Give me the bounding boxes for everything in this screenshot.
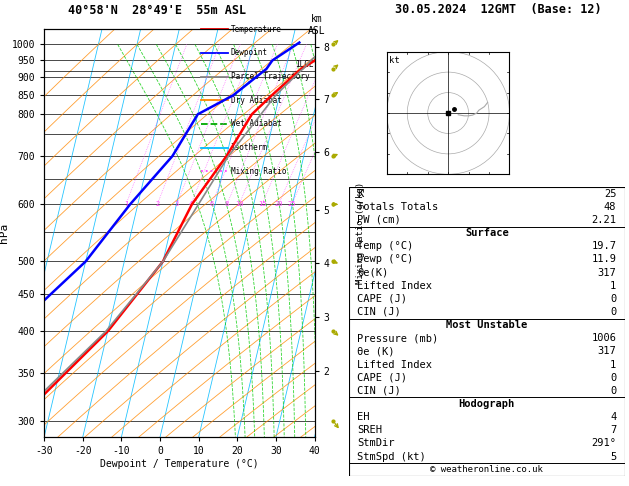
Text: 1: 1: [610, 360, 616, 369]
Text: © weatheronline.co.uk: © weatheronline.co.uk: [430, 465, 543, 474]
Text: PW (cm): PW (cm): [357, 215, 401, 225]
Text: 317: 317: [598, 347, 616, 356]
Text: 4: 4: [189, 201, 193, 207]
Text: Isotherm: Isotherm: [231, 143, 268, 152]
Text: 48: 48: [604, 202, 616, 212]
X-axis label: Dewpoint / Temperature (°C): Dewpoint / Temperature (°C): [100, 459, 259, 469]
Text: CIN (J): CIN (J): [357, 386, 401, 396]
Text: 0: 0: [610, 386, 616, 396]
Y-axis label: hPa: hPa: [0, 223, 9, 243]
Text: Pressure (mb): Pressure (mb): [357, 333, 438, 343]
Text: 19.7: 19.7: [591, 241, 616, 251]
Text: Hodograph: Hodograph: [459, 399, 515, 409]
Text: 40°58'N  28°49'E  55m ASL: 40°58'N 28°49'E 55m ASL: [68, 4, 247, 17]
Text: CIN (J): CIN (J): [357, 307, 401, 317]
Text: CAPE (J): CAPE (J): [357, 373, 408, 382]
Text: 1: 1: [610, 281, 616, 291]
Text: CAPE (J): CAPE (J): [357, 294, 408, 304]
Text: Parcel Trajectory: Parcel Trajectory: [231, 72, 309, 81]
Text: EH: EH: [357, 412, 370, 422]
Text: 291°: 291°: [591, 438, 616, 449]
Text: 15: 15: [258, 201, 266, 207]
Text: 25: 25: [604, 189, 616, 199]
Text: 30.05.2024  12GMT  (Base: 12): 30.05.2024 12GMT (Base: 12): [395, 3, 601, 16]
Text: Most Unstable: Most Unstable: [446, 320, 528, 330]
Text: 3: 3: [174, 201, 179, 207]
Text: 8: 8: [225, 201, 229, 207]
Text: Mixing Ratio (g/kg): Mixing Ratio (g/kg): [356, 182, 365, 284]
Text: Surface: Surface: [465, 228, 509, 238]
Text: Lifted Index: Lifted Index: [357, 281, 432, 291]
Text: 4: 4: [610, 412, 616, 422]
Text: StmSpd (kt): StmSpd (kt): [357, 451, 426, 462]
Text: Dry Adiabat: Dry Adiabat: [231, 96, 282, 104]
Text: 2: 2: [155, 201, 159, 207]
Text: θe (K): θe (K): [357, 347, 395, 356]
Text: km: km: [311, 14, 322, 24]
Text: Lifted Index: Lifted Index: [357, 360, 432, 369]
Text: SREH: SREH: [357, 425, 382, 435]
Text: kt: kt: [389, 56, 399, 65]
Text: Dewp (°C): Dewp (°C): [357, 254, 414, 264]
Text: 6: 6: [209, 201, 214, 207]
Text: 0: 0: [610, 294, 616, 304]
Text: 25: 25: [287, 201, 296, 207]
Text: 10: 10: [235, 201, 243, 207]
Text: Totals Totals: Totals Totals: [357, 202, 438, 212]
Text: 5: 5: [610, 451, 616, 462]
Text: 11.9: 11.9: [591, 254, 616, 264]
Text: 317: 317: [598, 268, 616, 278]
Text: Wet Adiabat: Wet Adiabat: [231, 120, 282, 128]
Text: Temp (°C): Temp (°C): [357, 241, 414, 251]
Text: 2.21: 2.21: [591, 215, 616, 225]
Text: 1006: 1006: [591, 333, 616, 343]
Text: 7: 7: [610, 425, 616, 435]
Text: 1: 1: [124, 201, 128, 207]
Text: 0: 0: [610, 373, 616, 382]
Text: Mixing Ratio: Mixing Ratio: [231, 167, 286, 176]
Text: Temperature: Temperature: [231, 25, 282, 34]
Text: Dewpoint: Dewpoint: [231, 48, 268, 57]
Text: StmDir: StmDir: [357, 438, 395, 449]
Text: 0: 0: [610, 307, 616, 317]
Text: 1LCL: 1LCL: [295, 60, 313, 69]
Text: K: K: [357, 189, 364, 199]
Text: θe(K): θe(K): [357, 268, 389, 278]
Text: 20: 20: [274, 201, 283, 207]
Text: ASL: ASL: [308, 26, 325, 36]
